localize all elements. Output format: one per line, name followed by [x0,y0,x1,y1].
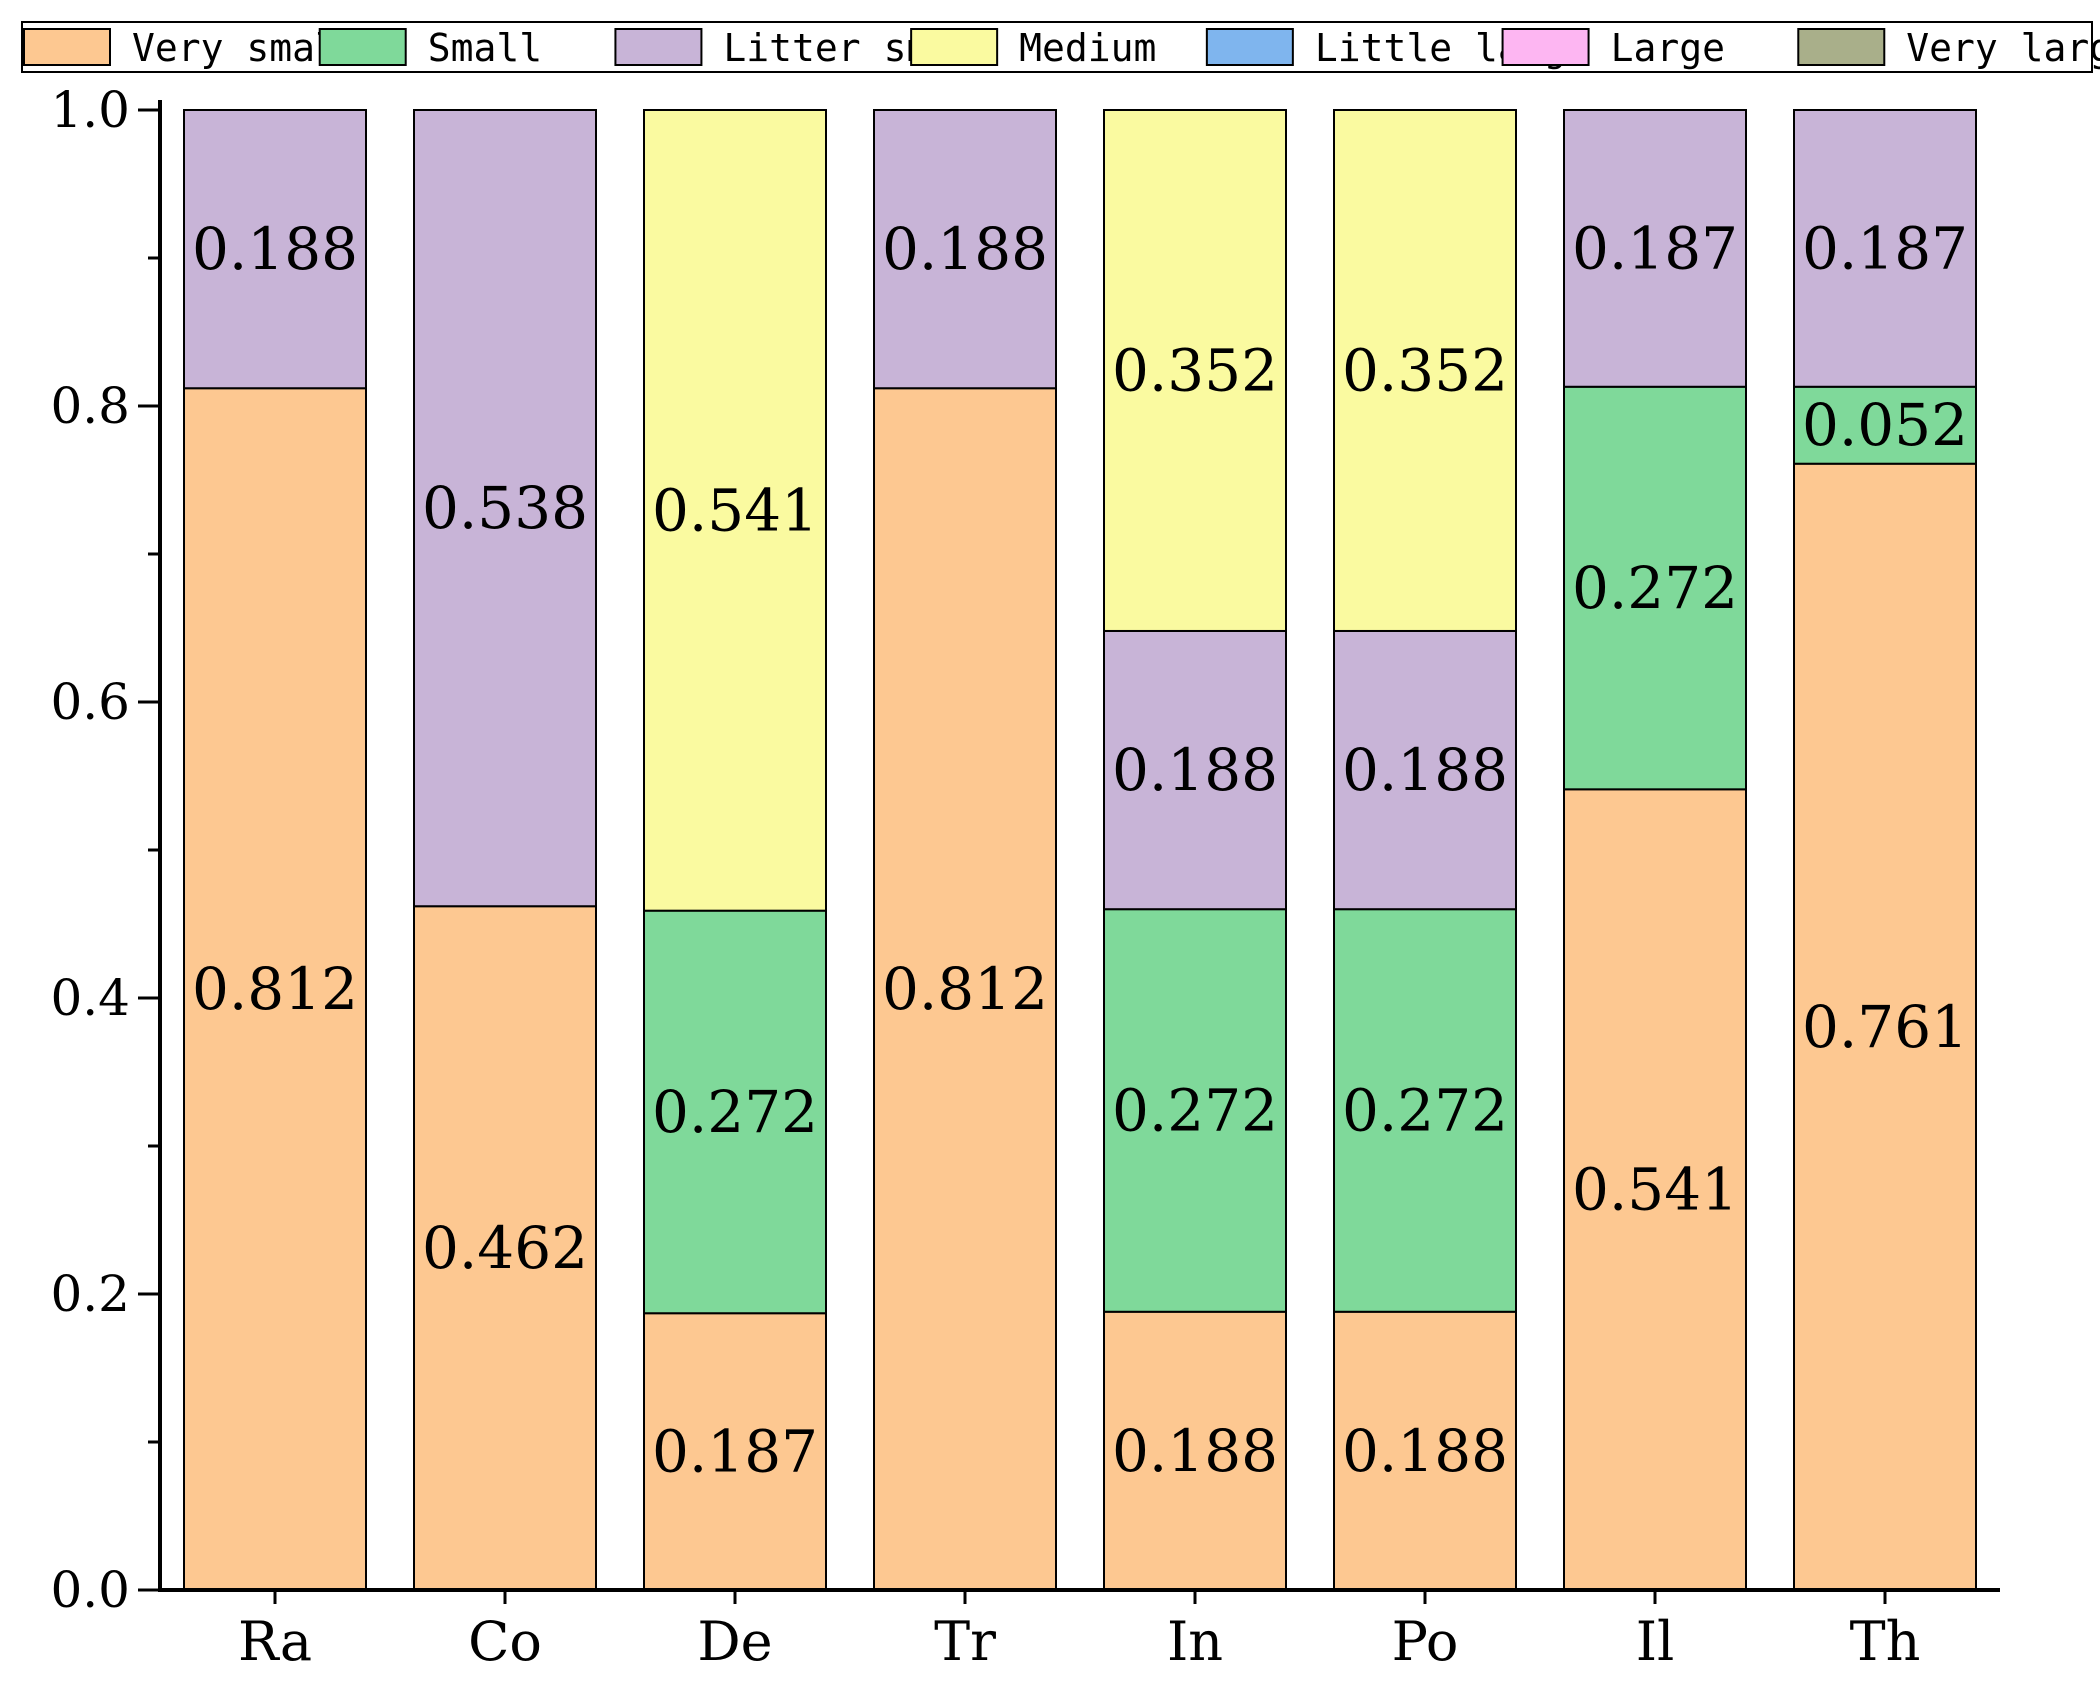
data-label-po-small: 0.272 [1342,1076,1508,1144]
data-label-th-litter-small: 0.187 [1802,214,1968,282]
bar-segment-po-medium [1333,109,1517,632]
data-label-de-small: 0.272 [652,1078,818,1146]
bar-segment-in-small [1103,908,1287,1313]
data-label-de-very-small: 0.187 [652,1418,818,1486]
x-tick-label-de: De [697,1610,772,1673]
bar-segment-de-very-small [643,1312,827,1591]
y-tick-label: 0.8 [50,377,130,435]
x-tick-label-il: Il [1636,1610,1675,1673]
bar-segment-in-litter-small [1103,629,1287,911]
x-tick-label-po: Po [1392,1610,1459,1673]
x-tick-label-ra: Ra [238,1610,312,1673]
legend: Very small Small Litter small Medium Little … [21,21,2100,73]
data-label-in-medium: 0.352 [1112,336,1278,404]
legend-label-small: Small [428,26,542,70]
y-tick-label: 0.0 [50,1561,130,1619]
x-tick-label-in: In [1167,1610,1223,1673]
axes: 0.0 0.2 0.4 0.6 0.8 1.0 Ra Co De Tr In Po Il Th [50,81,2000,1673]
data-label-in-litter-small: 0.188 [1112,736,1278,804]
bar-segment-il-litter-small [1563,109,1747,388]
data-label-th-small: 0.052 [1802,391,1968,459]
bar-segment-de-medium [643,109,827,912]
data-label-po-litter-small: 0.188 [1342,736,1508,804]
bar-segment-il-small [1563,385,1747,791]
bars-group: 0.812 0.188 0.462 0.538 0.187 0.272 0.541 0.812… [183,109,1977,1592]
legend-swatch-medium [910,28,999,66]
data-label-tr-very-small: 0.812 [882,955,1048,1023]
data-label-th-very-small: 0.761 [1802,993,1968,1061]
legend-swatch-very-small [23,28,111,66]
x-tick-label-co: Co [468,1610,542,1673]
data-label-co-very-small: 0.462 [422,1214,588,1282]
bar-segment-tr-litter-small [873,109,1057,390]
x-tick-label-tr: Tr [934,1610,996,1673]
legend-swatch-litter-small [614,28,703,66]
data-label-il-small: 0.272 [1572,554,1738,622]
legend-label-medium: Medium [1019,26,1156,70]
bar-segment-co-litter-small [413,109,597,908]
y-tick-label: 0.6 [50,673,130,731]
x-tick-label-th: Th [1850,1610,1921,1673]
legend-swatch-large [1501,28,1590,66]
data-label-in-small: 0.272 [1112,1076,1278,1144]
bar-segment-th-very-small [1793,462,1977,1592]
legend-label-very-large: Very large [1906,26,2100,70]
bar-segment-ra-litter-small [183,109,367,390]
y-tick-label: 0.4 [50,969,130,1027]
data-label-po-very-small: 0.188 [1342,1417,1508,1485]
data-label-tr-litter-small: 0.188 [882,215,1048,283]
bar-segment-il-very-small [1563,788,1747,1591]
data-label-il-very-small: 0.541 [1572,1156,1738,1224]
legend-swatch-little-large [1205,28,1294,66]
legend-swatch-small [318,28,407,66]
bar-segment-th-litter-small [1793,109,1977,388]
data-label-ra-litter-small: 0.188 [192,215,358,283]
legend-swatch-very-large [1797,28,1886,66]
y-tick-label: 1.0 [50,81,130,139]
bar-segment-in-medium [1103,109,1287,632]
bar-segment-tr-very-small [873,387,1057,1591]
bar-segment-th-small [1793,385,1977,465]
data-label-co-litter-small: 0.538 [422,474,588,542]
data-label-po-medium: 0.352 [1342,336,1508,404]
legend-label-large: Large [1611,26,1725,70]
bar-segment-po-small [1333,908,1517,1313]
bar-segment-po-very-small [1333,1310,1517,1591]
data-label-de-medium: 0.541 [652,476,818,544]
y-tick-label: 0.2 [50,1265,130,1323]
data-label-ra-very-small: 0.812 [192,955,358,1023]
data-label-in-very-small: 0.188 [1112,1417,1278,1485]
bar-segment-po-litter-small [1333,629,1517,911]
data-label-il-litter-small: 0.187 [1572,214,1738,282]
